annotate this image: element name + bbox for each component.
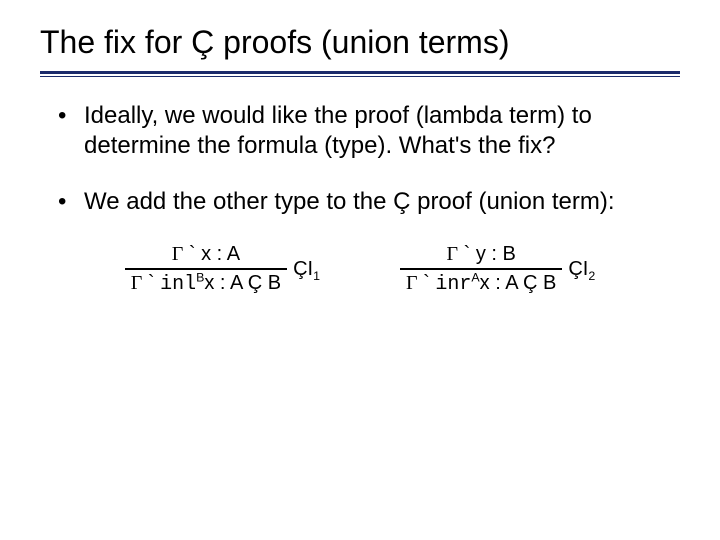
rule-name: ÇI2 xyxy=(568,258,595,281)
slide: The fix for Ç proofs (union terms) Ideal… xyxy=(0,0,720,540)
slide-title: The fix for Ç proofs (union terms) xyxy=(40,24,680,69)
conclusion-type: A Ç B xyxy=(505,272,556,294)
gamma: Γ xyxy=(406,272,418,294)
conclusion-var: x xyxy=(480,272,490,294)
premise-var: x xyxy=(201,243,211,265)
rule-fraction: Γ ` y : B Γ ` inrAx : A Ç B xyxy=(400,243,562,296)
conclusion-var: x xyxy=(204,272,214,294)
premise-var: y xyxy=(476,243,486,265)
rule-fraction: Γ ` x : A Γ ` inlBx : A Ç B xyxy=(125,243,287,296)
term-head: inr xyxy=(435,273,471,296)
turnstile: ` xyxy=(189,243,196,265)
gamma: Γ xyxy=(446,243,458,265)
rule-line xyxy=(125,268,287,270)
title-divider xyxy=(40,71,680,77)
bullet-item: We add the other type to the Ç proof (un… xyxy=(58,187,680,217)
rule-line xyxy=(400,268,562,270)
gamma: Γ xyxy=(172,243,184,265)
bullet-item: Ideally, we would like the proof (lambda… xyxy=(58,101,680,161)
term-sup: A xyxy=(471,270,479,284)
rule-premise: Γ ` x : A xyxy=(166,243,246,266)
premise-type: B xyxy=(503,243,516,265)
turnstile: ` xyxy=(423,272,430,294)
rule-or-intro-1: Γ ` x : A Γ ` inlBx : A Ç B ÇI1 xyxy=(125,243,320,296)
rule-or-intro-2: Γ ` y : B Γ ` inrAx : A Ç B ÇI2 xyxy=(400,243,595,296)
rule-name-sub: 2 xyxy=(588,269,595,283)
rule-premise: Γ ` y : B xyxy=(440,243,521,266)
rule-name: ÇI1 xyxy=(293,258,320,281)
premise-type: A xyxy=(227,243,240,265)
term-head: inl xyxy=(160,273,196,296)
conclusion-type: A Ç B xyxy=(230,272,281,294)
rule-conclusion: Γ ` inlBx : A Ç B xyxy=(125,272,287,296)
rule-name-prefix: ÇI xyxy=(568,258,588,280)
turnstile: ` xyxy=(464,243,471,265)
rule-conclusion: Γ ` inrAx : A Ç B xyxy=(400,272,562,296)
rule-name-sub: 1 xyxy=(313,269,320,283)
gamma: Γ xyxy=(131,272,143,294)
turnstile: ` xyxy=(148,272,155,294)
bullet-list: Ideally, we would like the proof (lambda… xyxy=(58,101,680,217)
inference-rules: Γ ` x : A Γ ` inlBx : A Ç B ÇI1 xyxy=(40,243,680,296)
rule-name-prefix: ÇI xyxy=(293,258,313,280)
